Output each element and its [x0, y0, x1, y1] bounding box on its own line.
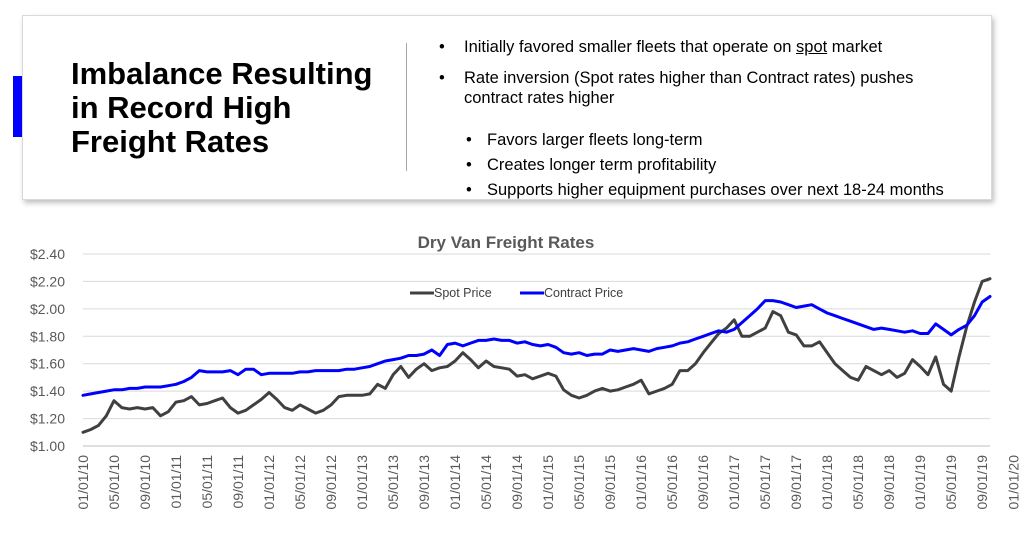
x-tick-label: 05/01/18 [850, 455, 866, 510]
bullet-2-line-1: Rate inversion (Spot rates higher than C… [464, 69, 914, 87]
legend-label: Spot Price [434, 286, 492, 300]
y-tick-label: $1.80 [30, 328, 65, 344]
y-tick-label: $1.00 [30, 438, 65, 454]
x-tick-label: 05/01/16 [664, 455, 680, 510]
x-tick-label: 09/01/16 [695, 455, 711, 510]
x-tick-label: 09/01/14 [509, 455, 525, 510]
x-tick-label: 01/01/17 [726, 455, 742, 510]
x-tick-label: 01/01/15 [540, 455, 556, 510]
chart-title: Dry Van Freight Rates [418, 233, 595, 252]
x-tick-label: 01/01/14 [447, 455, 463, 510]
x-tick-label: 09/01/13 [416, 455, 432, 510]
x-tick-label: 05/01/13 [385, 455, 401, 510]
sub-bullet-dot: • [466, 131, 472, 149]
x-tick-label: 05/01/10 [106, 455, 122, 510]
x-tick-label: 05/01/12 [292, 455, 308, 510]
bullet-1-underlined: spot [796, 38, 828, 56]
x-tick-label: 09/01/18 [881, 455, 897, 510]
x-tick-label: 01/01/20 [1005, 455, 1021, 510]
legend-label: Contract Price [544, 286, 623, 300]
x-tick-label: 05/01/15 [571, 455, 587, 510]
y-tick-label: $1.60 [30, 356, 65, 372]
slide-title-line-3: Freight Rates [71, 124, 270, 159]
sub-bullet-dot: • [466, 156, 472, 174]
bullet-1-tail: market [827, 38, 883, 56]
y-tick-label: $2.40 [30, 246, 65, 262]
x-tick-label: 01/01/19 [912, 455, 928, 510]
x-tick-label: 09/01/10 [137, 455, 153, 510]
y-tick-label: $2.20 [30, 273, 65, 289]
sub-bullet-1-text: Favors larger fleets long-term [487, 131, 703, 149]
y-tick-label: $1.20 [30, 411, 65, 427]
sub-bullet-dot: • [466, 181, 472, 199]
slide-title-line-2: in Record High [71, 90, 292, 125]
x-tick-label: 09/01/15 [602, 455, 618, 510]
divider [406, 43, 407, 171]
bullet-2-line-2: contract rates higher [464, 89, 615, 107]
sub-bullet-2-text: Creates longer term profitability [487, 156, 717, 174]
slide-title: Imbalance Resulting in Record High Freig… [71, 57, 401, 159]
x-tick-label: 01/01/10 [75, 455, 91, 510]
slide-title-line-1: Imbalance Resulting [71, 56, 373, 91]
sub-bullet-3-text: Supports higher equipment purchases over… [487, 181, 944, 199]
x-tick-label: 01/01/18 [819, 455, 835, 510]
bullet-1-text: Initially favored smaller fleets that op… [464, 38, 797, 56]
spot-price-line [81, 277, 992, 434]
x-tick-label: 05/01/11 [199, 455, 215, 509]
x-tick-label: 09/01/19 [974, 455, 990, 510]
x-tick-label: 09/01/11 [230, 455, 246, 509]
bullet-dot: • [439, 69, 445, 87]
x-tick-label: 01/01/11 [168, 455, 184, 509]
text-panel: Imbalance Resulting in Record High Freig… [22, 15, 992, 200]
y-tick-label: $2.00 [30, 301, 65, 317]
x-tick-label: 01/01/16 [633, 455, 649, 510]
contract-price-line [81, 295, 992, 397]
x-tick-label: 01/01/12 [261, 455, 277, 510]
x-tick-label: 05/01/19 [943, 455, 959, 510]
y-tick-label: $1.40 [30, 383, 65, 399]
bullet-dot: • [439, 38, 445, 56]
x-tick-label: 05/01/14 [478, 455, 494, 510]
x-tick-label: 01/01/13 [354, 455, 370, 510]
x-tick-label: 09/01/17 [788, 455, 804, 510]
x-tick-label: 09/01/12 [323, 455, 339, 510]
x-tick-label: 05/01/17 [757, 455, 773, 510]
